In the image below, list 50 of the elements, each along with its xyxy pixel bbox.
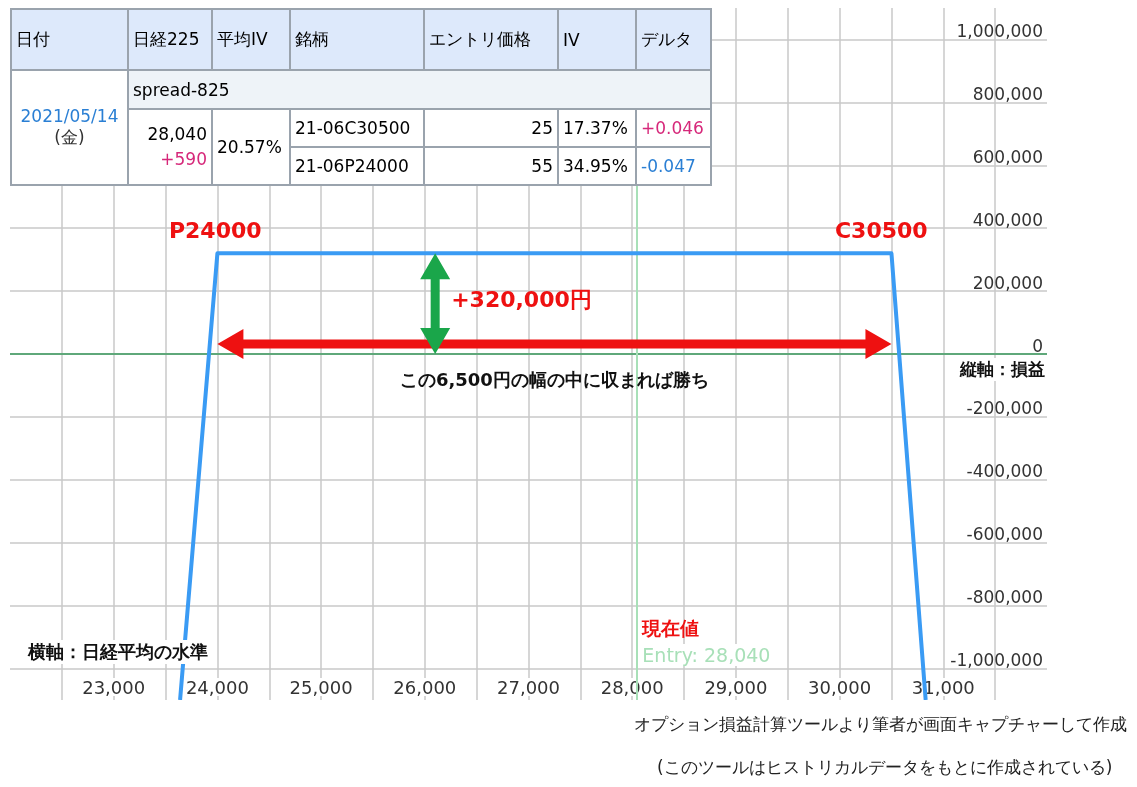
y-tick-label: -600,000 bbox=[966, 524, 1043, 545]
annotation: 日経225 bbox=[128, 9, 212, 70]
x-axis-title: 横軸：日経平均の水準 bbox=[28, 640, 208, 664]
x-tick-label: 29,000 bbox=[704, 676, 768, 698]
y-tick-label: 200,000 bbox=[972, 272, 1043, 293]
annotation: 34.95% bbox=[558, 147, 636, 185]
x-tick-label: 30,000 bbox=[808, 676, 872, 698]
annotation: 日付 bbox=[11, 9, 128, 70]
y-tick-label: -800,000 bbox=[966, 587, 1043, 608]
annotation: 25 bbox=[424, 109, 558, 147]
annotation: エントリ価格 bbox=[424, 9, 558, 70]
y-tick-label: -1,000,000 bbox=[950, 650, 1043, 671]
y-tick-label: 800,000 bbox=[972, 83, 1043, 104]
annotation: +0.046 bbox=[636, 109, 711, 147]
x-tick-label: 27,000 bbox=[497, 676, 560, 698]
annotation: 平均IV bbox=[212, 9, 290, 70]
annotation: P24000 bbox=[168, 218, 262, 244]
annotation: C30500 bbox=[834, 218, 928, 244]
annotation: 21-06P24000 bbox=[290, 147, 424, 185]
text: (このツールはヒストリカルデータをもとに作成されている) bbox=[657, 756, 1113, 779]
y-tick-label: -200,000 bbox=[966, 398, 1043, 419]
x-tick-label: 26,000 bbox=[393, 676, 457, 698]
annotation: 55 bbox=[424, 147, 558, 185]
annotation: 20.57% bbox=[212, 109, 290, 185]
y-tick-label: 0 bbox=[1032, 335, 1043, 356]
y-tick-label: 400,000 bbox=[972, 209, 1043, 230]
ref-line-label: Entry: 28,040 bbox=[642, 644, 771, 666]
annotation: IV bbox=[558, 9, 636, 70]
x-tick-label: 25,000 bbox=[289, 676, 353, 698]
annotation: (金) bbox=[53, 126, 86, 149]
annotation: +320,000円 bbox=[451, 285, 592, 314]
x-tick-label: 28,000 bbox=[600, 676, 664, 698]
x-tick-label: 24,000 bbox=[185, 676, 249, 698]
y-tick-label: 1,000,000 bbox=[956, 20, 1043, 41]
annotation: 2021/05/14 bbox=[19, 106, 120, 126]
annotation: この6,500円の幅の中に収まれば勝ち bbox=[399, 368, 709, 392]
annotation: 21-06C30500 bbox=[290, 109, 424, 147]
y-axis-title: 縦軸：損益 bbox=[960, 358, 1045, 381]
annotation: デルタ bbox=[636, 9, 711, 70]
text: オプション損益計算ツールより筆者が画面キャプチャーして作成 bbox=[634, 713, 1127, 736]
annotation: spread-825 bbox=[128, 70, 711, 109]
annotation: +590 bbox=[160, 149, 207, 169]
y-tick-label: -400,000 bbox=[966, 461, 1043, 482]
annotation: 28,040 bbox=[147, 123, 207, 144]
x-tick-label: 23,000 bbox=[82, 676, 146, 698]
y-tick-label: 600,000 bbox=[972, 146, 1043, 167]
annotation: 現在値 bbox=[642, 616, 700, 641]
annotation: 銘柄 bbox=[290, 9, 424, 70]
annotation: 17.37% bbox=[558, 109, 636, 147]
annotation: -0.047 bbox=[636, 147, 711, 185]
